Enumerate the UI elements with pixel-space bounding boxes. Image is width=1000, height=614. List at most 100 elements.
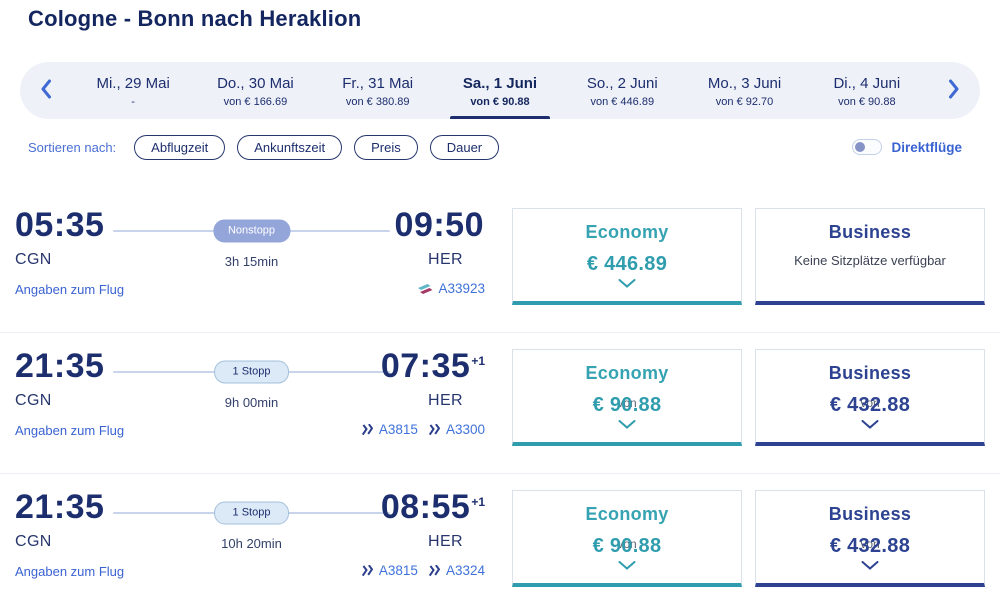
stops-badge: 1 Stopp [213,501,290,525]
no-seats-note: Keine Sitzplätze verfügbar [794,253,946,268]
arrival-time: 07:35 [380,347,471,385]
business-fare-card[interactable]: Business Keine Sitzplätze verfügbar [755,208,985,305]
sort-button-departure[interactable]: Abflugzeit [134,134,226,160]
route-middle: 1 Stopp 9h 00min [113,360,390,410]
flight-number: A3815 [361,422,418,437]
arrival-airport-code: HER [428,533,463,550]
toggle-knob [855,141,866,152]
flight-number: A3300 [428,422,485,437]
carousel-prev-button[interactable] [20,62,72,119]
flight-number-text: A33923 [438,281,485,296]
flight-results-list: 05:35 CGN Angaben zum Flug Nonstopp 3h 1… [0,192,1000,614]
flight-details-link[interactable]: Angaben zum Flug [15,423,125,438]
fare-price-prefix: von [617,537,637,551]
fare-class-title: Economy [585,363,669,383]
date-tab-5[interactable]: Mo., 3 Juni von € 92.70 [683,62,805,119]
flight-number-text: A3324 [445,563,485,578]
departure-airport-code: CGN [15,392,52,409]
arrival-day-offset: +1 [471,494,485,509]
fare-price: € 90.88 [592,394,662,416]
date-label: Do., 30 Mai [217,75,294,92]
fare-cards: Economy von € 90.88 Business von € 432.8… [512,349,985,446]
carousel-next-button[interactable] [928,62,980,119]
arrival-day-offset: +1 [471,353,485,368]
sort-label: Sortieren nach: [28,139,117,155]
date-label: Di., 4 Juni [833,75,901,92]
departure-block: 21:35 CGN Angaben zum Flug [15,349,124,440]
route-middle: 1 Stopp 10h 20min [113,501,390,551]
date-label: Mi., 29 Mai [96,75,170,92]
date-label: Sa., 1 Juni [462,75,538,92]
flight-duration: 3h 15min [224,254,279,269]
flight-duration: 10h 20min [221,536,282,551]
date-tab-6[interactable]: Di., 4 Juni von € 90.88 [806,62,928,119]
date-price: von € 90.88 [470,96,530,108]
business-fare-card[interactable]: Business von € 432.88 [755,490,985,587]
economy-fare-card[interactable]: Economy von € 90.88 [512,349,742,446]
direct-flights-toggle[interactable] [852,139,883,155]
fare-class-title: Economy [585,222,669,242]
fare-price: € 432.88 [829,394,911,416]
fare-class-title: Business [828,363,912,383]
flight-details-link[interactable]: Angaben zum Flug [15,282,125,297]
arrival-time: 09:50 [394,206,484,244]
direct-flights-filter: Direktflüge [852,139,962,155]
economy-fare-card[interactable]: Economy von € 90.88 [512,490,742,587]
sort-button-price[interactable]: Preis [354,134,418,160]
date-tab-2[interactable]: Fr., 31 Mai von € 380.89 [317,62,439,119]
arrival-block: 09:50 HER A33923 [315,208,485,296]
sort-button-arrival[interactable]: Ankunftszeit [237,134,343,160]
economy-fare-card[interactable]: Economy € 446.89 [512,208,742,305]
fare-price-prefix: von [860,537,880,551]
expand-chevron-icon [618,557,636,575]
flight-itinerary: 21:35 CGN Angaben zum Flug 1 Stopp 9h 00… [15,349,485,449]
date-tab-4[interactable]: So., 2 Juni von € 446.89 [561,62,683,119]
arrival-block: 07:35+1 HER A3815 A3300 [315,349,485,437]
date-label: Fr., 31 Mai [342,75,414,92]
fare-price: € 432.88 [829,535,911,557]
expand-chevron-icon [618,416,636,434]
date-price: von € 166.69 [223,96,288,108]
flight-number: A3815 [361,563,418,578]
date-tab-3-selected[interactable]: Sa., 1 Juni von € 90.88 [439,62,561,119]
flight-number: A33923 [417,281,485,296]
date-tab-1[interactable]: Do., 30 Mai von € 166.69 [194,62,316,119]
departure-block: 05:35 CGN Angaben zum Flug [15,208,124,299]
fare-class-title: Economy [585,504,669,524]
date-label: So., 2 Juni [586,75,658,92]
flight-details-link[interactable]: Angaben zum Flug [15,564,125,579]
aegean-logo-icon [361,565,374,576]
direct-flights-label: Direktflüge [891,139,962,155]
flight-row-3: 21:35 CGN Angaben zum Flug 1 Stopp 10h 2… [0,473,1000,614]
fare-class-title: Business [828,504,912,524]
fare-price-prefix: von [860,396,880,410]
page-title: Cologne - Bonn nach Heraklion [28,6,362,31]
arrival-time: 08:55 [380,488,471,526]
expand-chevron-icon [861,557,879,575]
date-price: von € 446.89 [590,96,655,108]
date-label: Mo., 3 Juni [707,75,782,92]
date-tab-0[interactable]: Mi., 29 Mai - [72,62,194,119]
date-price: von € 90.88 [838,96,896,108]
flight-number-text: A3815 [378,563,418,578]
aegean-logo-icon [428,565,441,576]
aegean-logo-icon [361,424,374,435]
airline-stripes-logo-icon [417,283,433,295]
stops-badge: Nonstopp [212,219,291,243]
aegean-logo-icon [428,424,441,435]
departure-block: 21:35 CGN Angaben zum Flug [15,490,124,581]
flight-itinerary: 05:35 CGN Angaben zum Flug Nonstopp 3h 1… [15,208,485,308]
filter-bar: Sortieren nach: Abflugzeit Ankunftszeit … [28,132,980,162]
departure-airport-code: CGN [15,533,52,550]
sort-button-duration[interactable]: Dauer [429,134,500,160]
fare-price: € 90.88 [592,535,662,557]
departure-time: 21:35 [15,488,105,526]
business-fare-card[interactable]: Business von € 432.88 [755,349,985,446]
departure-airport-code: CGN [15,251,52,268]
fare-price-prefix: von [617,396,637,410]
fare-class-title: Business [828,222,912,242]
departure-time: 21:35 [15,347,105,385]
chevron-left-icon [40,79,52,102]
flight-row-1: 05:35 CGN Angaben zum Flug Nonstopp 3h 1… [0,192,1000,332]
expand-chevron-icon [618,275,636,293]
